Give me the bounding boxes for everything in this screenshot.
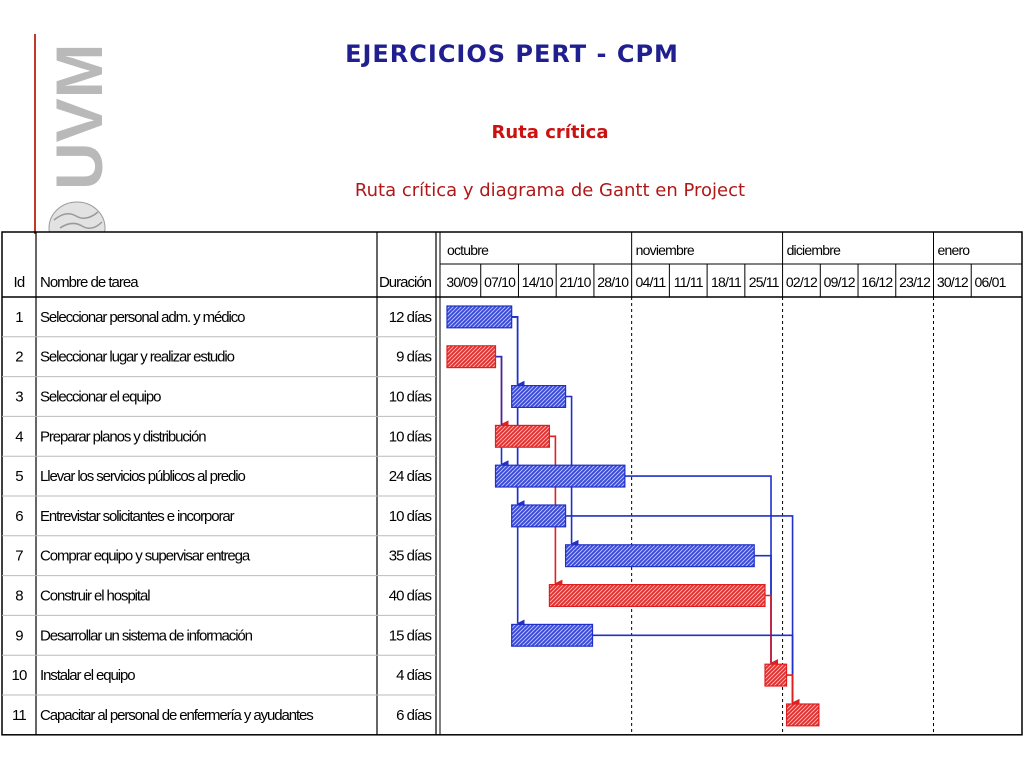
col-header-id: Id <box>14 274 25 291</box>
logo-text: UVM <box>44 43 114 190</box>
week-tick-label: 07/10 <box>484 274 516 290</box>
task-bar <box>511 504 567 528</box>
task-bar <box>446 305 513 329</box>
table-header: 30/09 07/10 14/10 21/10 28/10 04/11 11/11 18/11… <box>14 242 1008 291</box>
week-tick-label: 11/11 <box>674 274 704 290</box>
diagram-caption: Ruta crítica y diagrama de Gantt en Proj… <box>354 180 746 201</box>
task-name: Seleccionar personal adm. y médico <box>40 309 245 326</box>
task-duration: 4 días <box>396 667 431 684</box>
month-label: octubre <box>447 242 489 258</box>
logo-accent-line <box>34 34 36 234</box>
month-label: diciembre <box>787 242 842 258</box>
task-id: 2 <box>15 349 23 366</box>
task-duration: 10 días <box>389 389 432 406</box>
task-id: 1 <box>15 309 23 326</box>
task-bar <box>511 623 594 647</box>
week-tick-label: 18/11 <box>711 274 742 290</box>
task-name: Construir el hospital <box>40 588 150 605</box>
task-name: Instalar el equipo <box>40 667 135 684</box>
dependency-arrow <box>565 395 579 548</box>
week-tick-label: 09/12 <box>824 274 856 290</box>
task-duration: 10 días <box>389 508 432 525</box>
page-subtitle: Ruta crítica <box>491 122 609 143</box>
critical-dependency-arrow <box>765 594 779 668</box>
month-label: enero <box>937 242 970 258</box>
dependency-arrow <box>495 355 509 469</box>
task-id: 9 <box>15 627 23 644</box>
task-bar <box>511 385 567 409</box>
critical-task-bar <box>785 703 820 727</box>
task-name: Preparar planos y distribución <box>40 428 206 445</box>
week-tick-label: 23/12 <box>899 274 931 290</box>
critical-task-bar <box>494 424 551 448</box>
task-name: Seleccionar el equipo <box>40 389 161 406</box>
page-title: EJERCICIOS PERT - CPM <box>345 40 679 68</box>
dependency-arrow <box>565 515 800 707</box>
week-tick-label: 28/10 <box>597 274 629 290</box>
task-name: Llevar los servicios públicos al predio <box>40 468 245 485</box>
week-tick-label: 25/11 <box>749 274 780 290</box>
week-tick-label: 30/12 <box>937 274 969 290</box>
task-bar <box>494 464 626 488</box>
task-id: 11 <box>12 707 26 724</box>
week-tick-label: 02/12 <box>786 274 818 290</box>
task-id: 10 <box>11 667 27 684</box>
task-duration: 15 días <box>389 627 432 644</box>
dependency-arrow <box>592 634 800 707</box>
task-duration: 6 días <box>396 707 431 724</box>
task-id: 3 <box>15 389 23 406</box>
task-duration: 12 días <box>389 309 432 326</box>
uvm-logo: UVM <box>44 43 114 190</box>
month-label: noviembre <box>636 242 695 258</box>
task-name: Comprar equipo y supervisar entrega <box>40 548 251 565</box>
critical-task-bar <box>548 583 766 607</box>
task-duration: 35 días <box>389 548 432 565</box>
week-tick-label: 30/09 <box>446 274 478 290</box>
task-name: Desarrollar un sistema de información <box>40 627 253 644</box>
task-id: 7 <box>15 548 23 565</box>
task-bar <box>564 544 755 568</box>
table-grid <box>1 231 1023 736</box>
task-duration: 24 días <box>389 468 432 485</box>
globe-icon <box>48 201 106 232</box>
critical-task-bar <box>764 663 788 687</box>
critical-dependency-arrow <box>786 674 800 707</box>
critical-task-bar <box>446 345 497 369</box>
week-tick-label: 14/10 <box>522 274 554 290</box>
task-id: 5 <box>15 468 23 485</box>
dependency-links <box>495 316 800 707</box>
col-header-duration: Duración <box>379 274 432 291</box>
task-name: Capacitar al personal de enfermería y ay… <box>40 707 313 724</box>
critical-dependency-arrow <box>495 355 509 429</box>
week-tick-label: 04/11 <box>636 274 667 290</box>
task-duration: 10 días <box>389 428 432 445</box>
critical-dependency-arrow <box>549 435 563 588</box>
task-name: Entrevistar solicitantes e incorporar <box>40 508 235 525</box>
task-id: 6 <box>15 508 23 525</box>
task-bars <box>446 305 820 727</box>
dependency-arrow <box>754 554 779 668</box>
task-duration: 40 días <box>389 588 432 605</box>
task-duration: 9 días <box>396 349 431 366</box>
week-tick-label: 16/12 <box>861 274 893 290</box>
table-frame <box>1 231 1023 736</box>
task-name: Seleccionar lugar y realizar estudio <box>40 349 235 366</box>
task-rows: 1 Seleccionar personal adm. y médico 12 dí… <box>11 309 432 724</box>
task-id: 4 <box>15 428 23 445</box>
dependency-arrow <box>511 316 525 389</box>
week-tick-label: 06/01 <box>975 274 1007 290</box>
col-header-name: Nombre de tarea <box>40 274 139 291</box>
week-tick-label: 21/10 <box>560 274 592 290</box>
task-id: 8 <box>15 588 23 605</box>
